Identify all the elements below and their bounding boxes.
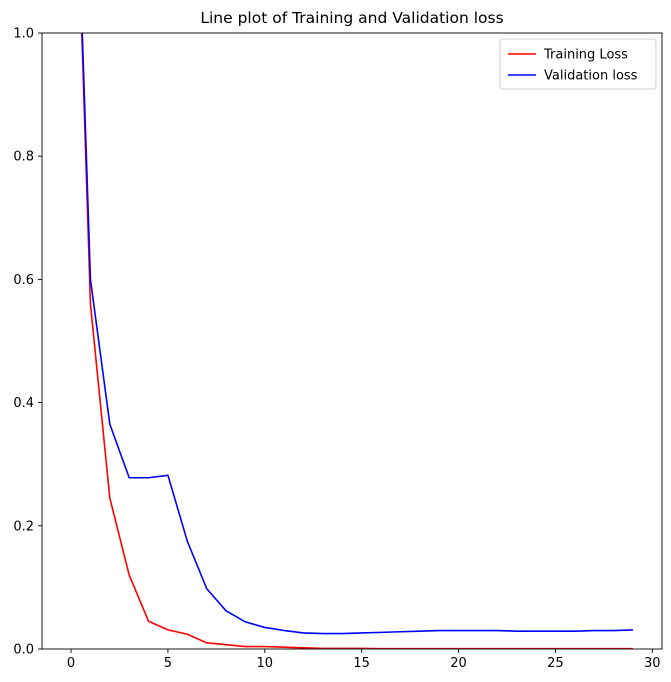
y-tick-label: 0.4 [13, 396, 34, 411]
legend-label: Training Loss [543, 48, 628, 63]
y-tick-label: 0.0 [13, 643, 34, 658]
x-tick-label: 0 [67, 656, 75, 671]
x-tick-label: 25 [547, 656, 564, 671]
x-tick-label: 15 [353, 656, 370, 671]
axes: 0 5 10 15 20 25 30 0.0 0.2 0.4 0.6 0.8 1.0 [13, 27, 663, 671]
series-layer [81, 33, 633, 649]
y-tick-label: 0.6 [13, 273, 34, 288]
y-tick-label: 1.0 [13, 27, 34, 42]
series-line-training-loss [81, 33, 633, 649]
legend-box [499, 38, 657, 90]
chart-title: Line plot of Training and Validation los… [200, 9, 503, 27]
y-tick-label: 0.2 [13, 519, 34, 534]
plot-frame [41, 32, 663, 650]
x-tick-label: 10 [257, 656, 274, 671]
legend-label: Validation loss [544, 69, 638, 84]
series-line-validation-loss [81, 33, 633, 635]
y-tick-label: 0.8 [13, 150, 34, 165]
legend: Training Loss Validation loss [499, 38, 657, 90]
x-tick-label: 20 [450, 656, 467, 671]
x-tick-label: 30 [644, 656, 661, 671]
x-tick-label: 5 [164, 656, 172, 671]
